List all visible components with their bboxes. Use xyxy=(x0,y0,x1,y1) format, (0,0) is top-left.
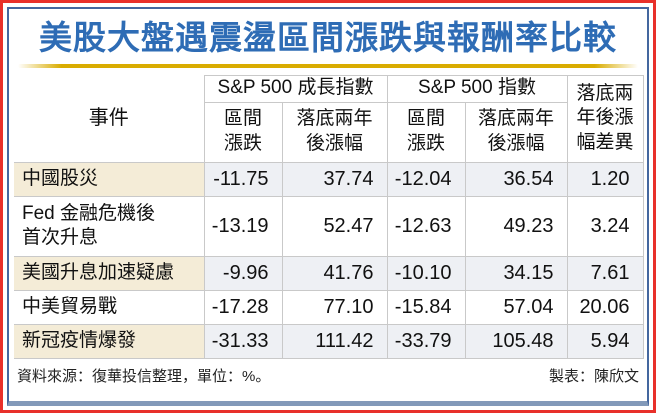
source-note: 資料來源：復華投信整理，單位：%。 xyxy=(17,367,271,385)
event-cell: 中美貿易戰 xyxy=(14,289,205,325)
value-cell: 49.23 xyxy=(464,195,568,257)
value-cell: -12.04 xyxy=(386,161,466,197)
header-group-row: 事件 S&P 500 成長指數 S&P 500 指數 落底兩 年後漲 幅差異 xyxy=(14,74,644,163)
value-cell: 105.48 xyxy=(464,323,568,359)
value-cell: 34.15 xyxy=(464,255,568,291)
table-row: 新冠疫情爆發 -31.33 111.42 -33.79 105.48 5.94 xyxy=(14,323,644,359)
value-cell: 20.06 xyxy=(566,289,644,325)
value-cell: -11.75 xyxy=(203,161,283,197)
value-cell: -12.63 xyxy=(386,195,466,257)
subheader-index-after: 落底兩年 後漲幅 xyxy=(464,101,568,163)
table-row: 中國股災 -11.75 37.74 -12.04 36.54 1.20 xyxy=(14,161,644,197)
table-row: 中美貿易戰 -17.28 77.10 -15.84 57.04 20.06 xyxy=(14,289,644,325)
value-cell: -15.84 xyxy=(386,289,466,325)
header-event: 事件 xyxy=(14,75,205,163)
value-cell: 37.74 xyxy=(281,161,388,197)
credit-note: 製表：陳欣文 xyxy=(548,367,639,385)
comparison-table: 事件 S&P 500 成長指數 S&P 500 指數 落底兩 年後漲 幅差異 區… xyxy=(14,74,644,359)
value-cell: -9.96 xyxy=(203,255,283,291)
value-cell: 1.20 xyxy=(566,161,644,197)
value-cell: 77.10 xyxy=(281,289,388,325)
header-group-sp500: S&P 500 指數 xyxy=(386,74,568,103)
value-cell: -13.19 xyxy=(203,195,283,257)
inner-blue-frame: 美股大盤遇震盪區間漲跌與報酬率比較 事件 S&P 500 成長指數 S&P 50… xyxy=(7,7,649,406)
page-title: 美股大盤遇震盪區間漲跌與報酬率比較 xyxy=(39,19,617,56)
footer: 資料來源：復華投信整理，單位：%。 製表：陳欣文 xyxy=(14,365,642,386)
value-cell: 36.54 xyxy=(464,161,568,197)
header-group-sp500-growth: S&P 500 成長指數 xyxy=(203,74,388,103)
value-cell: -31.33 xyxy=(203,323,283,359)
event-cell: Fed 金融危機後 首次升息 xyxy=(14,195,205,257)
value-cell: -17.28 xyxy=(203,289,283,325)
event-cell: 中國股災 xyxy=(14,161,205,197)
header-diff: 落底兩 年後漲 幅差異 xyxy=(566,74,644,163)
subheader-growth-after: 落底兩年 後漲幅 xyxy=(281,101,388,163)
value-cell: 5.94 xyxy=(566,323,644,359)
table-row: 美國升息加速疑慮 -9.96 41.76 -10.10 34.15 7.61 xyxy=(14,255,644,291)
value-cell: -10.10 xyxy=(386,255,466,291)
event-cell: 新冠疫情爆發 xyxy=(14,323,205,359)
subheader-index-range: 區間 漲跌 xyxy=(386,101,466,163)
value-cell: 111.42 xyxy=(281,323,388,359)
subheader-growth-range: 區間 漲跌 xyxy=(203,101,283,163)
value-cell: 52.47 xyxy=(281,195,388,257)
value-cell: 41.76 xyxy=(281,255,388,291)
value-cell: -33.79 xyxy=(386,323,466,359)
table-row: Fed 金融危機後 首次升息 -13.19 52.47 -12.63 49.23… xyxy=(14,195,644,257)
title-underline-bar xyxy=(18,63,638,68)
header-sub-row: 區間 漲跌 落底兩年 後漲幅 區間 漲跌 落底兩年 後漲幅 xyxy=(14,101,643,163)
value-cell: 7.61 xyxy=(566,255,644,291)
value-cell: 57.04 xyxy=(464,289,568,325)
value-cell: 3.24 xyxy=(566,195,644,257)
event-cell: 美國升息加速疑慮 xyxy=(14,255,205,291)
